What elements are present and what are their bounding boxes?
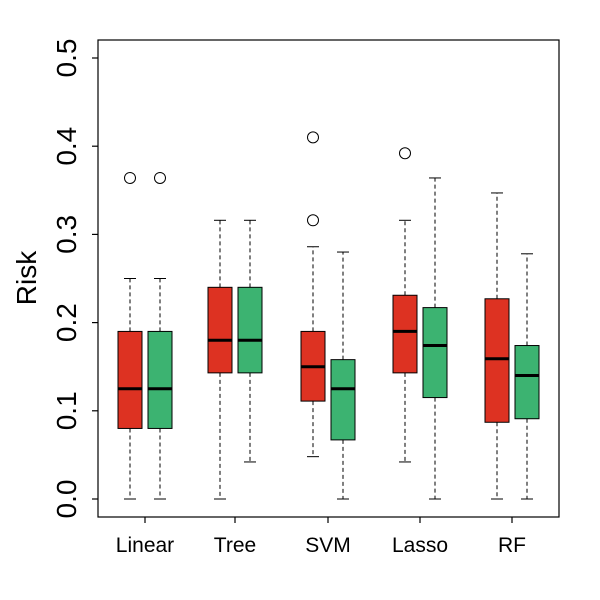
box-green-tree	[237, 219, 263, 463]
outlier-point	[399, 147, 411, 160]
iqr-box	[514, 345, 540, 420]
outlier-point	[124, 171, 136, 184]
iqr-box	[237, 286, 263, 374]
box-green-linear	[147, 171, 173, 500]
iqr-box	[147, 330, 173, 429]
y-tick-label: 0.2	[51, 303, 82, 342]
x-tick-label: Tree	[214, 534, 256, 557]
y-axis: 0.0 0.1 0.2 0.3 0.4 0.5	[51, 39, 98, 519]
box-red-tree	[207, 219, 233, 500]
x-tick-label: Linear	[116, 534, 174, 557]
iqr-box	[207, 286, 233, 374]
x-tick-label: SVM	[305, 534, 351, 557]
iqr-box	[330, 359, 356, 441]
box-red-rf	[484, 192, 510, 500]
boxes-layer	[117, 131, 540, 500]
outlier-point	[307, 131, 319, 144]
y-tick-label: 0.0	[51, 480, 82, 519]
outlier-point	[307, 214, 319, 227]
iqr-box	[117, 330, 143, 429]
box-green-svm	[330, 251, 356, 500]
x-tick-label: Lasso	[392, 534, 448, 557]
iqr-box	[392, 294, 418, 374]
y-axis-label: Risk	[11, 250, 42, 305]
y-tick-label: 0.4	[51, 127, 82, 166]
x-tick-label: RF	[498, 534, 526, 557]
iqr-box	[484, 298, 510, 423]
x-axis: Linear Tree SVM Lasso RF	[116, 517, 526, 557]
box-green-lasso	[422, 177, 448, 500]
box-red-linear	[117, 171, 143, 500]
y-tick-label: 0.5	[51, 39, 82, 78]
y-tick-label: 0.3	[51, 215, 82, 254]
box-red-lasso	[392, 147, 418, 463]
outlier-point	[154, 171, 166, 184]
y-tick-label: 0.1	[51, 391, 82, 430]
box-red-svm	[300, 131, 326, 458]
box-green-rf	[514, 253, 540, 500]
plot-frame	[97, 39, 560, 518]
iqr-box	[422, 307, 448, 399]
